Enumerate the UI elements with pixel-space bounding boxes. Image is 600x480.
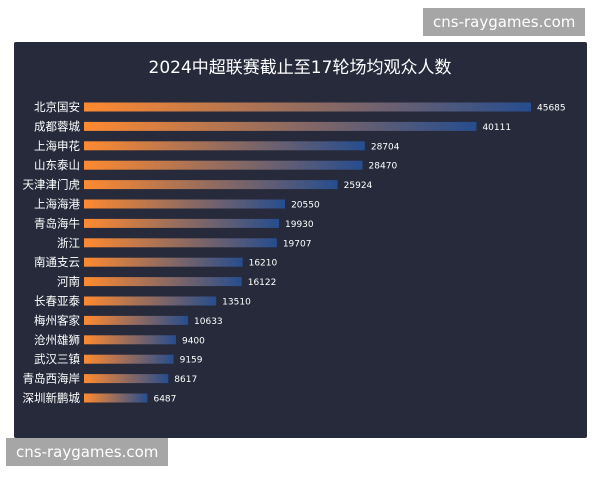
category-label: 河南 [57,275,80,289]
bar [84,296,217,306]
bar [84,102,531,112]
bar [84,335,176,345]
bar [84,160,363,170]
bar [84,218,280,228]
category-label: 沧州雄狮 [34,333,80,347]
bar [84,121,477,131]
category-label: 长春亚泰 [34,294,80,308]
watermark-top: cns-raygames.com [423,8,586,36]
value-label: 28470 [369,162,398,172]
value-label: 25924 [344,181,373,191]
category-label: 南通支云 [34,255,80,269]
chart-title: 2024中超联赛截止至17轮场均观众人数 [149,57,452,78]
value-label: 9400 [182,336,205,346]
value-label: 8617 [174,375,197,385]
value-label: 13510 [222,298,251,308]
value-label: 45685 [537,104,566,114]
category-label: 深圳新鹏城 [23,391,81,405]
watermark-bottom: cns-raygames.com [6,438,169,466]
bar [84,354,174,364]
category-label: 山东泰山 [34,158,80,172]
bar [84,277,242,287]
value-label: 28704 [371,142,400,152]
category-label: 上海海港 [34,197,80,211]
bar [84,257,243,267]
bar [84,393,148,403]
chart-panel: 2024中超联赛截止至17轮场均观众人数 北京国安 45685 成都蓉城 40111 上… [14,42,587,438]
category-label: 梅州客家 [34,313,80,327]
bar [84,238,277,248]
category-label: 青岛西海岸 [23,372,81,386]
bar [84,315,189,325]
value-label: 9159 [180,356,203,366]
category-label: 天津津门虎 [23,178,81,192]
value-label: 10633 [194,317,223,327]
value-label: 19930 [285,220,314,230]
category-label: 浙江 [57,236,80,250]
value-label: 40111 [482,123,511,133]
category-label: 武汉三镇 [34,352,80,366]
value-label: 19707 [283,239,312,249]
category-label: 上海申花 [34,139,80,153]
category-label: 青岛海牛 [34,216,80,230]
value-label: 16122 [248,278,277,288]
bar [84,141,365,151]
value-label: 6487 [153,395,176,405]
bar [84,180,338,190]
bar-chart: 2024中超联赛截止至17轮场均观众人数 北京国安 45685 成都蓉城 40111 上… [23,57,566,405]
value-label: 16210 [249,259,278,269]
category-label: 成都蓉城 [34,119,80,133]
bar [84,199,286,209]
bars-group: 北京国安 45685 成都蓉城 40111 上海申花 28704 山东泰山 28470 天津津门… [23,100,566,405]
value-label: 20550 [291,201,320,211]
bar [84,374,169,384]
category-label: 北京国安 [34,100,80,114]
